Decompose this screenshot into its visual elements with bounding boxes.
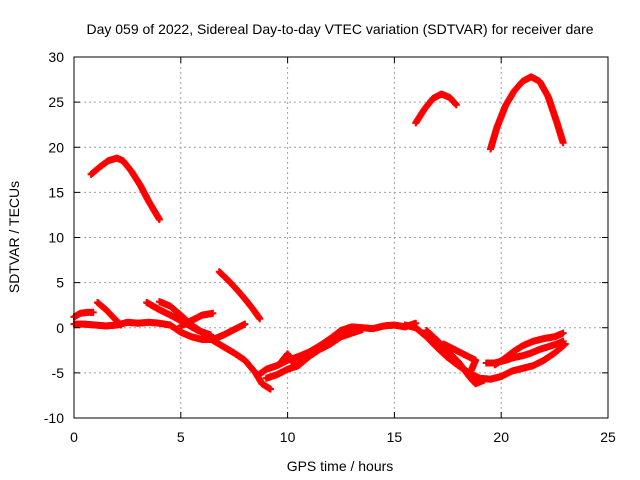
y-tick-label: 15	[48, 184, 64, 200]
data-points	[70, 73, 569, 393]
data-point	[440, 340, 448, 348]
x-tick-label: 5	[177, 429, 185, 445]
y-tick-label: 10	[48, 230, 64, 246]
series-cluster-n	[491, 329, 567, 369]
series-arc-afternoon-peak	[412, 90, 460, 127]
y-tick-label: 25	[48, 94, 64, 110]
series-cluster-l	[422, 326, 488, 388]
series-cluster-i	[262, 326, 366, 382]
series-cluster-g	[198, 328, 275, 393]
data-point	[559, 329, 567, 337]
y-tick-label: -5	[52, 365, 65, 381]
data-point	[301, 352, 309, 360]
y-tick-label: 5	[56, 275, 64, 291]
data-point	[256, 315, 264, 323]
x-tick-label: 20	[493, 429, 509, 445]
data-point	[267, 385, 275, 393]
grid	[74, 57, 608, 418]
x-axis-label: GPS time / hours	[287, 458, 394, 474]
data-point	[117, 321, 125, 329]
data-point	[559, 337, 567, 345]
y-axis-label: SDTVAR / TECUs	[6, 181, 22, 293]
data-point	[452, 101, 460, 109]
series-cluster-b	[70, 318, 249, 343]
series-cluster-o	[440, 340, 480, 374]
data-point	[559, 139, 567, 147]
series-cluster-f	[177, 309, 217, 330]
series-arc-evening-peak	[487, 73, 567, 153]
x-tick-label: 0	[70, 429, 78, 445]
y-tick-label: 30	[48, 49, 64, 65]
axes-ticks: 0 5 10 15 20 25 -10 -5 0 5 10 15 20 25 30	[44, 49, 616, 445]
data-point	[89, 308, 97, 316]
data-point	[209, 309, 217, 317]
data-point	[241, 320, 249, 328]
series-arc-early-high	[87, 154, 163, 223]
x-tick-label: 25	[600, 429, 616, 445]
data-point	[358, 326, 366, 334]
series-cluster-c	[93, 298, 125, 329]
y-tick-label: -10	[44, 410, 64, 426]
series-arc-midday-falling	[215, 268, 264, 323]
y-tick-label: 20	[48, 139, 64, 155]
y-tick-label: 0	[56, 320, 64, 336]
x-tick-label: 10	[280, 429, 296, 445]
data-point	[155, 215, 163, 223]
data-point	[480, 376, 488, 384]
x-tick-label: 15	[387, 429, 403, 445]
series-cluster-j	[277, 350, 309, 371]
chart-title: Day 059 of 2022, Sidereal Day-to-day VTE…	[86, 21, 593, 37]
